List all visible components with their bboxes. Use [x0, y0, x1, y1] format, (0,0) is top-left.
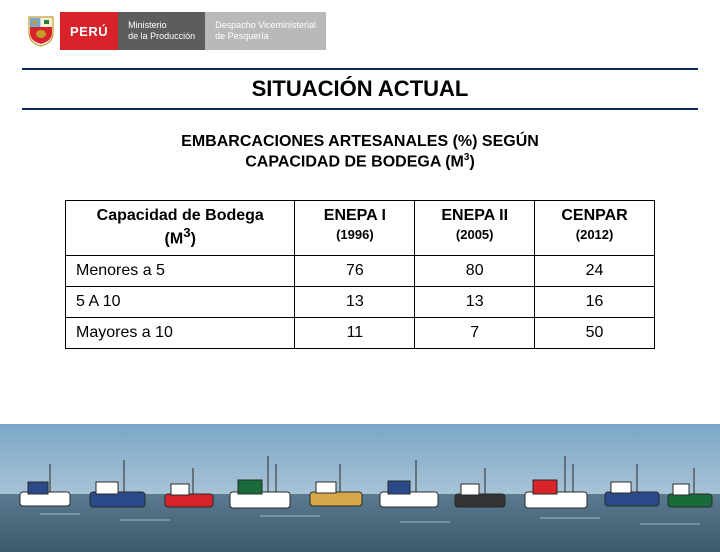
- table-header-row: Capacidad de Bodega (M3) ENEPA I (1996) …: [66, 201, 655, 255]
- section-title: SITUACIÓN ACTUAL: [22, 76, 698, 102]
- gov-banner: PERÚ Ministerio de la Producción Despach…: [22, 12, 720, 50]
- header-rowlabel-sup: 3: [183, 225, 190, 240]
- ministry-line2: de la Producción: [128, 31, 195, 42]
- peru-coat-of-arms-icon: [22, 12, 60, 50]
- col-year-1: (2005): [425, 227, 524, 242]
- harbor-photo: [0, 424, 720, 552]
- cell-0-0: 76: [295, 255, 415, 286]
- col-name-0: ENEPA I: [324, 207, 386, 224]
- row-label-2: Mayores a 10: [66, 317, 295, 348]
- col-name-2: CENPAR: [561, 207, 627, 224]
- section-title-bar: SITUACIÓN ACTUAL: [22, 68, 698, 110]
- row-label-1: 5 A 10: [66, 286, 295, 317]
- subtitle-line2: CAPACIDAD DE BODEGA (M: [245, 153, 464, 170]
- col-header-enepa2: ENEPA II (2005): [415, 201, 535, 255]
- header-rowlabel-l2: (M: [165, 231, 184, 248]
- row-label-0: Menores a 5: [66, 255, 295, 286]
- header-rowlabel-close: ): [191, 231, 196, 248]
- cell-0-1: 80: [415, 255, 535, 286]
- dept-line1: Despacho Viceministerial: [215, 20, 316, 31]
- country-label: PERÚ: [60, 12, 118, 50]
- ministry-line1: Ministerio: [128, 20, 195, 31]
- col-year-0: (1996): [305, 227, 404, 242]
- table-row: Menores a 5 76 80 24: [66, 255, 655, 286]
- cell-0-2: 24: [535, 255, 655, 286]
- cell-1-1: 13: [415, 286, 535, 317]
- col-year-2: (2012): [545, 227, 644, 242]
- capacity-table: Capacidad de Bodega (M3) ENEPA I (1996) …: [65, 200, 655, 348]
- dept-line2: de Pesquería: [215, 31, 316, 42]
- header-rowlabel-l1: Capacidad de Bodega: [97, 207, 264, 224]
- header-rowlabel: Capacidad de Bodega (M3): [66, 201, 295, 255]
- cell-1-0: 13: [295, 286, 415, 317]
- cell-2-2: 50: [535, 317, 655, 348]
- department-label: Despacho Viceministerial de Pesquería: [205, 12, 326, 50]
- col-header-enepa1: ENEPA I (1996): [295, 201, 415, 255]
- table-row: Mayores a 10 11 7 50: [66, 317, 655, 348]
- ministry-label: Ministerio de la Producción: [118, 12, 205, 50]
- subtitle: EMBARCACIONES ARTESANALES (%) SEGÚN CAPA…: [40, 132, 680, 172]
- col-header-cenpar: CENPAR (2012): [535, 201, 655, 255]
- subtitle-line1: EMBARCACIONES ARTESANALES (%) SEGÚN: [181, 133, 539, 150]
- table-row: 5 A 10 13 13 16: [66, 286, 655, 317]
- col-name-1: ENEPA II: [441, 207, 508, 224]
- cell-2-0: 11: [295, 317, 415, 348]
- cell-1-2: 16: [535, 286, 655, 317]
- cell-2-1: 7: [415, 317, 535, 348]
- subtitle-close: ): [469, 153, 474, 170]
